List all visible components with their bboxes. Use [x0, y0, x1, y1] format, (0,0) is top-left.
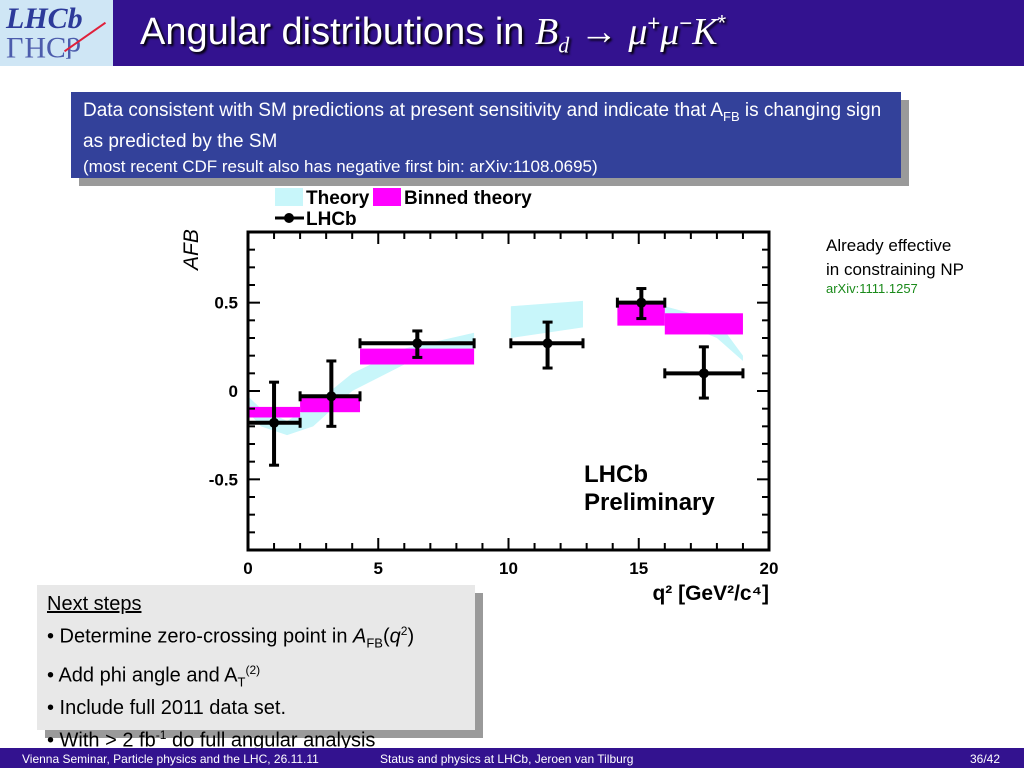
y-tick-label: -0.5 [209, 470, 238, 489]
lhcb-point [412, 338, 423, 349]
lhcb-point [326, 391, 337, 402]
lhcb-point [542, 338, 553, 349]
arxiv-reference: arXiv:1111.1257 [826, 281, 918, 296]
side-note: Already effective in constraining NP arX… [826, 236, 964, 296]
slide-title: Angular distributions in Bd → μ+μ−K* [140, 10, 727, 58]
summary-box: Data consistent with SM predictions at p… [71, 92, 901, 178]
lhcb-point [698, 368, 709, 379]
slide-footer: Vienna Seminar, Particle physics and the… [0, 748, 1024, 768]
lhcb-logo: LHCb LHCb [0, 0, 113, 66]
legend-lhcb-marker [284, 213, 294, 223]
y-tick-label: 0.5 [214, 294, 238, 313]
next-steps-box: Next steps • Determine zero-crossing poi… [37, 585, 475, 752]
legend-binned-swatch [373, 188, 401, 206]
lhcb-point [636, 297, 647, 308]
x-tick-label: 20 [760, 559, 779, 578]
legend-theory: Theory [306, 188, 370, 209]
theory-band [510, 300, 584, 338]
binned-theory-bar [664, 313, 743, 335]
y-tick-label: 0 [229, 382, 238, 401]
legend-theory-swatch [275, 188, 303, 206]
lhcb-label: LHCb [584, 461, 648, 488]
x-tick-label: 10 [499, 559, 518, 578]
y-axis-label: AFB [180, 229, 203, 272]
preliminary-label: Preliminary [584, 489, 715, 516]
afb-chart: 0 5 10 15 20 -0.5 0 0.5 q² [GeV²/c⁴] AFB Theory Bin… [180, 188, 779, 605]
x-tick-label: 0 [243, 559, 252, 578]
page-number: 36/42 [970, 752, 1001, 766]
legend-binned-theory: Binned theory [404, 188, 532, 209]
legend-lhcb: LHCb [306, 209, 357, 230]
slide-header: LHCb LHCb Angular distributions in Bd → … [0, 0, 1024, 66]
lhcb-point [269, 417, 280, 428]
x-tick-label: 5 [374, 559, 383, 578]
x-tick-label: 15 [629, 559, 648, 578]
x-axis-label: q² [GeV²/c⁴] [652, 582, 769, 605]
